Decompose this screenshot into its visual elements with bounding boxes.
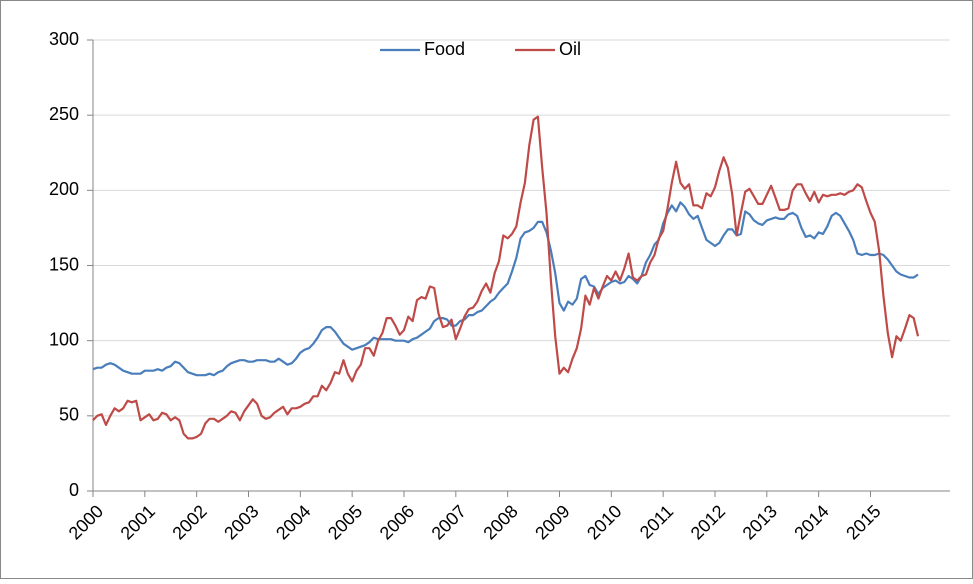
y-tick-label: 150: [49, 254, 79, 274]
y-tick-label: 0: [69, 480, 79, 500]
legend-label: Oil: [559, 39, 581, 59]
series-line: [92, 201, 919, 377]
series-line: [92, 115, 920, 440]
y-tick-label: 300: [49, 29, 79, 49]
y-tick-label: 100: [49, 329, 79, 349]
y-tick-label: 250: [49, 104, 79, 124]
y-tick-label: 50: [59, 405, 79, 425]
legend-label: Food: [424, 39, 465, 59]
y-tick-label: 200: [49, 179, 79, 199]
